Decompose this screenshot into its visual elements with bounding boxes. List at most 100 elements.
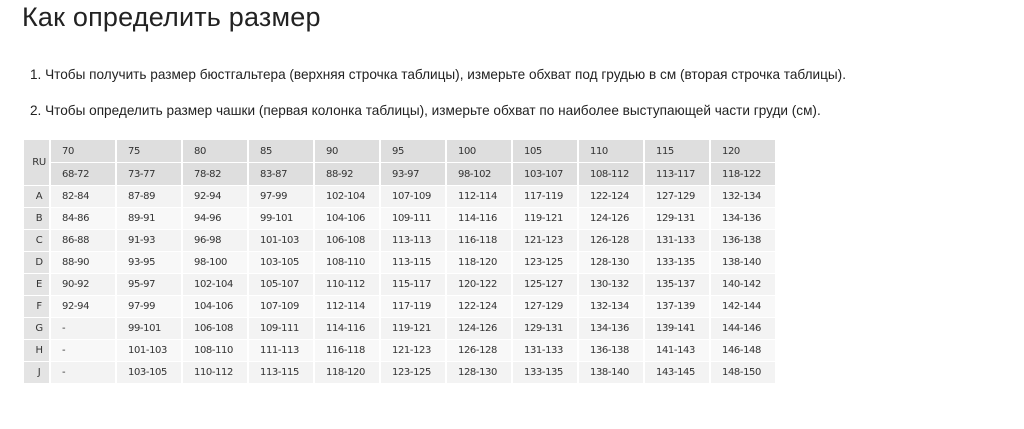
bust-range: 120-122 [445,273,513,296]
bust-range: 104-106 [313,207,381,230]
bust-range: 99-101 [115,317,183,340]
bust-range: 116-118 [445,229,513,252]
underbust-range: 118-122 [709,162,777,186]
bust-range: 131-133 [511,339,579,362]
underbust-range: 68-72 [49,162,117,186]
bust-range: 133-135 [511,361,579,384]
bust-range: 119-121 [379,317,447,340]
band-size-header: 75 [115,140,183,163]
bust-range: 97-99 [115,295,183,318]
bust-range: 127-129 [511,295,579,318]
bust-range: 92-94 [49,295,117,318]
bust-range: 123-125 [379,361,447,384]
band-size-header: 90 [313,140,381,163]
bust-range: 92-94 [181,185,249,208]
bust-range: 127-129 [643,185,711,208]
bust-range: 129-131 [643,207,711,230]
bust-range: 131-133 [643,229,711,252]
bust-range: 96-98 [181,229,249,252]
table-row: A 82-84 87-89 92-94 97-99 102-104 107-109 112-1… [22,185,777,208]
bust-range: 112-114 [445,185,513,208]
bust-range: 129-131 [511,317,579,340]
bust-range: 110-112 [181,361,249,384]
bust-range: 139-141 [643,317,711,340]
band-size-header: 70 [49,140,117,163]
underbust-range: 113-117 [643,162,711,186]
bust-range: 122-124 [445,295,513,318]
cup-label: A [22,185,51,208]
underbust-range: 78-82 [181,162,249,186]
underbust-range: 98-102 [445,162,513,186]
bust-range: 148-150 [709,361,777,384]
cup-label: E [22,273,51,296]
bust-range: 111-113 [247,339,315,362]
band-size-header: 105 [511,140,579,163]
bust-range: 143-145 [643,361,711,384]
bust-range: 109-111 [379,207,447,230]
instruction-step-2: 2. Чтобы определить размер чашки (первая… [30,103,821,118]
bust-range: 106-108 [181,317,249,340]
bust-range: 107-109 [379,185,447,208]
table-row: B 84-86 89-91 94-96 99-101 104-106 109-111 114-… [22,207,777,230]
bust-range: 117-119 [379,295,447,318]
bust-range: 113-113 [379,229,447,252]
bust-range: 122-124 [577,185,645,208]
cup-label: C [22,229,51,252]
table-row: F 92-94 97-99 104-106 107-109 112-114 117-119 1… [22,295,777,318]
bust-range: 95-97 [115,273,183,296]
bust-range: 118-120 [313,361,381,384]
bust-range: 103-105 [247,251,315,274]
instruction-step-1: 1. Чтобы получить размер бюстгальтера (в… [30,67,846,82]
table-row: G -99-101 106-108 109-111 114-116 119-121 124-… [22,317,777,340]
bust-range: 130-132 [577,273,645,296]
header-row-size: RU 70 75 80 85 90 95 100 105 110 115 120 [22,140,777,186]
bust-range: 126-128 [577,229,645,252]
bust-range: 89-91 [115,207,183,230]
bust-range: 94-96 [181,207,249,230]
corner-label: RU [22,140,51,186]
bust-range: 138-140 [577,361,645,384]
bust-range: 115-117 [379,273,447,296]
underbust-range: 108-112 [577,162,645,186]
bust-range: 123-125 [511,251,579,274]
bust-range: 137-139 [643,295,711,318]
underbust-range: 83-87 [247,162,315,186]
bust-range: 136-138 [577,339,645,362]
bust-range: 112-114 [313,295,381,318]
bust-range: 114-116 [445,207,513,230]
bust-range: 126-128 [445,339,513,362]
bust-range: 121-123 [379,339,447,362]
bust-range: 105-107 [247,273,315,296]
band-size-header: 115 [643,140,711,163]
bust-range: 99-101 [247,207,315,230]
bust-range: 128-130 [445,361,513,384]
bust-range: 98-100 [181,251,249,274]
bust-range: 132-134 [577,295,645,318]
bust-range: 109-111 [247,317,315,340]
table-row: H -101-103 108-110 111-113 116-118 121-123 126… [22,339,777,362]
bust-range: 144-146 [709,317,777,340]
table-row: E 90-92 95-97 102-104 105-107 110-112 115-117 1… [22,273,777,296]
bust-range: 88-90 [49,251,117,274]
bust-range: 101-103 [247,229,315,252]
band-size-header: 80 [181,140,249,163]
underbust-range: 73-77 [115,162,183,186]
bust-range: 125-127 [511,273,579,296]
underbust-range: 103-107 [511,162,579,186]
bust-range: 104-106 [181,295,249,318]
size-chart-table: RU 70 75 80 85 90 95 100 105 110 115 120 68-72 73-77 7… [22,140,777,384]
bust-range: 101-103 [115,339,183,362]
bust-range: 106-108 [313,229,381,252]
bust-range: 113-115 [247,361,315,384]
bust-range: - [49,361,117,384]
band-size-header: 95 [379,140,447,163]
bust-range: 116-118 [313,339,381,362]
bust-range: 146-148 [709,339,777,362]
bust-range: 135-137 [643,273,711,296]
cup-label: B [22,207,51,230]
bust-range: - [49,317,117,340]
bust-range: 102-104 [181,273,249,296]
bust-range: 108-110 [313,251,381,274]
bust-range: 103-105 [115,361,183,384]
bust-range: 134-136 [709,207,777,230]
